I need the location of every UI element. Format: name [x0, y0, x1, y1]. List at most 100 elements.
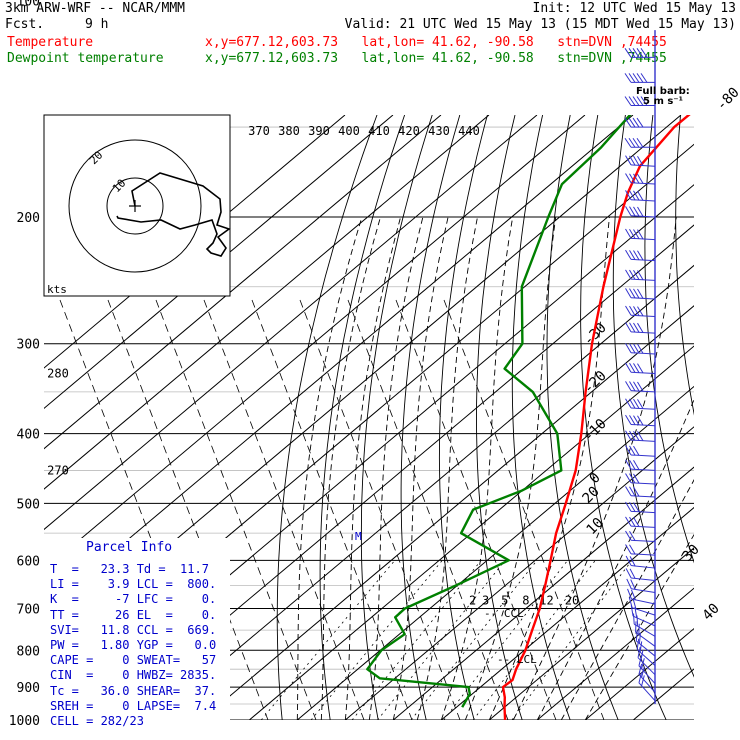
- wind-barb-flag: [633, 415, 640, 426]
- parcel-info-row: Tc = 36.0 SHEAR= 37.: [50, 683, 217, 698]
- wind-barb-flag: [625, 305, 632, 316]
- wind-barb-flag: [628, 96, 636, 106]
- wind-barb: [625, 544, 656, 556]
- wind-barb-flag: [629, 501, 636, 512]
- pressure-tick-label: 400: [17, 428, 40, 443]
- wind-barb-flag: [625, 322, 632, 333]
- wind-barb-flag: [633, 430, 640, 441]
- theta-label: 370: [248, 124, 270, 138]
- wind-barb-flag: [632, 137, 640, 148]
- wind-barb-flag: [629, 381, 636, 392]
- dry-adiabat-line: [644, 115, 694, 564]
- model-title: 3km ARW-WRF -- NCAR/MMM: [5, 1, 186, 16]
- dry-adiabat-line: [706, 115, 740, 720]
- wind-barb: [625, 516, 656, 528]
- temperature-profile-line: [501, 115, 691, 720]
- wind-barb-flag: [638, 655, 643, 666]
- wind-barb-flag: [624, 117, 632, 128]
- wind-barb-flag: [633, 206, 640, 217]
- wind-barb-flag: [633, 460, 640, 470]
- theta-label: 440: [458, 124, 480, 138]
- wind-barb-flag: [625, 228, 632, 239]
- wind-barb-flag: [635, 630, 638, 642]
- wind-barb: [625, 343, 656, 355]
- wind-barb: [638, 663, 656, 693]
- dry-adiabat-line: [276, 115, 378, 720]
- parcel-info-row: CELL = 282/23: [50, 714, 144, 729]
- saturation-line: [155, 299, 317, 720]
- wind-barb-flag: [635, 621, 637, 633]
- wind-barb-flag: [629, 155, 636, 166]
- mixing-ratio-line: [472, 560, 596, 720]
- dewpoint-profile-line: [366, 115, 632, 708]
- wind-barb-flag: [625, 206, 632, 216]
- wind-barb-flag: [633, 306, 640, 316]
- moist-adiabat-line: [512, 216, 677, 720]
- isotherm-line: [44, 115, 490, 490]
- wind-barb-flag: [632, 117, 640, 128]
- wind-barb: [625, 362, 656, 374]
- wind-barb-flag: [629, 430, 636, 441]
- wind-barb-flag: [629, 322, 636, 333]
- ccl-label: -- CCL: [484, 607, 524, 620]
- saturation-line: [59, 299, 221, 720]
- theta-label: 430: [428, 124, 450, 138]
- wind-barb-flag: [640, 73, 648, 83]
- wind-barb-flag: [633, 288, 640, 299]
- wind-barb-flag: [637, 399, 644, 409]
- wind-barb-flag: [625, 459, 632, 470]
- wind-barb-flag: [624, 73, 632, 83]
- wind-barb-flag: [625, 530, 632, 541]
- wind-barb-flag: [641, 675, 645, 686]
- mixing-ratio-line: [351, 560, 482, 720]
- wind-barb-flag: [636, 48, 644, 58]
- wind-barb-flag: [637, 288, 644, 299]
- wind-barb: [638, 655, 656, 684]
- wind-barb-flag: [628, 137, 636, 148]
- wind-barb: [635, 630, 656, 657]
- wind-barb-flag: [629, 250, 636, 260]
- isotherm-line: [248, 345, 694, 720]
- wind-barb-flag: [641, 658, 645, 669]
- wind-barb-flag: [638, 623, 640, 635]
- parcel-info-row: TT = 26 EL = 0.: [50, 607, 217, 622]
- wind-barb-flag: [632, 48, 640, 58]
- parcel-info-row: LI = 3.9 LCL = 800.: [50, 577, 217, 592]
- pressure-tick-label: 900: [17, 681, 40, 696]
- isotherm-line: [632, 668, 694, 720]
- theta-label: 420: [398, 124, 420, 138]
- wind-barb-flag: [637, 322, 644, 333]
- wind-barb: [625, 568, 656, 582]
- theta-label: 400: [338, 124, 360, 138]
- wind-barb-flag: [636, 73, 644, 83]
- wind-barb-flag: [633, 229, 640, 240]
- dry-adiabat-line: [400, 115, 461, 720]
- isotherm-line: [440, 506, 694, 720]
- mixing-ratio-line: [377, 560, 506, 720]
- wind-barb-flag: [630, 579, 636, 590]
- wind-barb-flag: [633, 190, 640, 201]
- isotherm-label: 30: [680, 542, 703, 565]
- mixing-ratio-line: [310, 560, 443, 720]
- wind-barb-flag: [636, 615, 639, 627]
- wind-barb-flag: [636, 137, 644, 148]
- wind-barb-flag: [638, 663, 643, 675]
- wind-barb-flag: [625, 430, 632, 441]
- saturation-line: [443, 299, 605, 720]
- wind-barb: [625, 190, 656, 202]
- wind-barb: [625, 155, 656, 167]
- wind-barb: [625, 269, 656, 281]
- moist-adiabat-line: [296, 216, 363, 720]
- isotherm-label: -80: [714, 85, 740, 114]
- wind-barb: [625, 501, 656, 514]
- parcel-info-row: CAPE = 0 SWEAT= 57: [50, 653, 217, 668]
- hodograph-units: kts: [47, 283, 67, 296]
- wind-barb-flag: [629, 556, 636, 567]
- theta-label: 270: [47, 463, 69, 477]
- saturation-line: [251, 299, 413, 720]
- wind-barb-flag: [624, 48, 632, 58]
- wind-barb-flag: [624, 96, 632, 106]
- wind-barb-flag: [637, 156, 644, 166]
- moist-adiabat-line: [440, 216, 514, 720]
- wind-barb: [625, 381, 656, 393]
